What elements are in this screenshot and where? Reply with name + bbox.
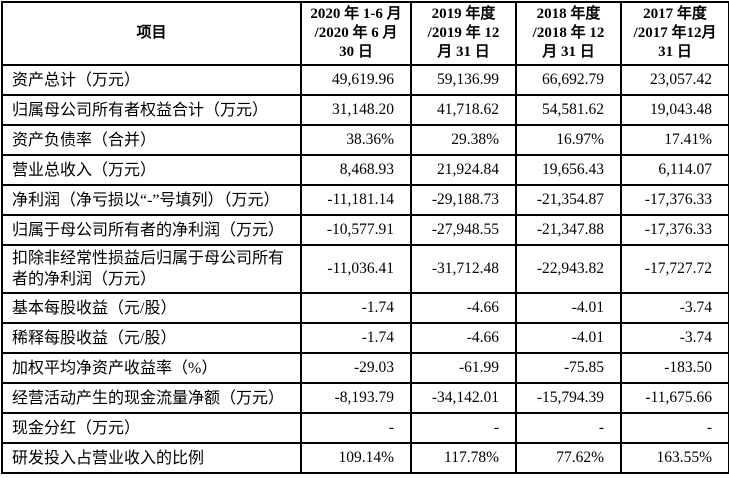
row-item-label: 资产总计（万元） <box>1 64 302 96</box>
row-value-2018: -75.85 <box>515 352 622 384</box>
row-item-label: 研发投入占营业收入的比例 <box>1 442 302 474</box>
row-value-2018: -4.01 <box>515 292 622 324</box>
row-value-2017: 23,057.42 <box>620 64 729 96</box>
table-row-net-profit-parent: 归属于母公司所有者的净利润（万元） -10,577.91 -27,948.55 … <box>1 214 729 246</box>
row-item-label: 归属于母公司所有者的净利润（万元） <box>1 214 302 246</box>
row-value-2019: 117.78% <box>410 442 517 474</box>
row-value-2019: 59,136.99 <box>410 64 517 96</box>
row-value-2020: - <box>300 412 412 444</box>
table-row-total-revenue: 营业总收入（万元） 8,468.93 21,924.84 19,656.43 6… <box>1 154 729 186</box>
row-value-2018: 66,692.79 <box>515 64 622 96</box>
row-value-2017: 19,043.48 <box>620 94 729 126</box>
row-value-2018: 19,656.43 <box>515 154 622 186</box>
row-value-2017: -11,675.66 <box>620 382 729 414</box>
row-item-label: 资产负债率（合并） <box>1 124 302 156</box>
table-row-rd-to-revenue-ratio: 研发投入占营业收入的比例 109.14% 117.78% 77.62% 163.… <box>1 442 729 474</box>
row-value-2017: -17,376.33 <box>620 184 729 216</box>
row-value-2020: -11,036.41 <box>300 244 412 294</box>
row-value-2018: -4.01 <box>515 322 622 354</box>
row-value-2018: -21,347.88 <box>515 214 622 246</box>
row-value-2019: 41,718.62 <box>410 94 517 126</box>
row-value-2017: - <box>620 412 729 444</box>
table-row-parent-equity: 归属母公司所有者权益合计（万元） 31,148.20 41,718.62 54,… <box>1 94 729 126</box>
row-value-2020: 109.14% <box>300 442 412 474</box>
row-item-label: 基本每股收益（元/股） <box>1 292 302 324</box>
row-item-label: 稀释每股收益（元/股） <box>1 322 302 354</box>
row-value-2020: -1.74 <box>300 322 412 354</box>
row-value-2020: -11,181.14 <box>300 184 412 216</box>
table-row-net-profit-excl-nonrecurring: 扣除非经常性损益后归属于母公司所有者的净利润（万元） -11,036.41 -3… <box>1 244 729 294</box>
table-row-total-assets: 资产总计（万元） 49,619.96 59,136.99 66,692.79 2… <box>1 64 729 96</box>
row-item-label: 净利润（净亏损以“-”号填列）（万元） <box>1 184 302 216</box>
row-value-2018: -21,354.87 <box>515 184 622 216</box>
row-value-2018: -15,794.39 <box>515 382 622 414</box>
column-header-period-2019: 2019 年度 /2019 年 12 月 31 日 <box>410 1 517 66</box>
row-value-2020: 38.36% <box>300 124 412 156</box>
row-value-2020: -10,577.91 <box>300 214 412 246</box>
table-row-diluted-eps: 稀释每股收益（元/股） -1.74 -4.66 -4.01 -3.74 <box>1 322 729 354</box>
row-value-2017: -3.74 <box>620 292 729 324</box>
table-row-basic-eps: 基本每股收益（元/股） -1.74 -4.66 -4.01 -3.74 <box>1 292 729 324</box>
row-value-2018: 16.97% <box>515 124 622 156</box>
row-value-2019: -29,188.73 <box>410 184 517 216</box>
column-header-item: 项目 <box>1 1 302 66</box>
table-row-net-profit: 净利润（净亏损以“-”号填列）（万元） -11,181.14 -29,188.7… <box>1 184 729 216</box>
row-item-label: 加权平均净资产收益率（%） <box>1 352 302 384</box>
row-value-2019: -31,712.48 <box>410 244 517 294</box>
row-item-label: 扣除非经常性损益后归属于母公司所有者的净利润（万元） <box>1 244 302 294</box>
row-value-2018: 77.62% <box>515 442 622 474</box>
row-value-2020: -1.74 <box>300 292 412 324</box>
row-value-2017: -3.74 <box>620 322 729 354</box>
row-item-label: 营业总收入（万元） <box>1 154 302 186</box>
column-header-period-2018: 2018 年度 /2018 年 12 月 31 日 <box>515 1 622 66</box>
row-value-2018: -22,943.82 <box>515 244 622 294</box>
column-header-period-2020: 2020 年 1-6 月 /2020 年 6 月 30 日 <box>300 1 412 66</box>
row-item-label: 归属母公司所有者权益合计（万元） <box>1 94 302 126</box>
column-header-period-2017: 2017 年度 /2017 年12月 31 日 <box>620 1 729 66</box>
row-value-2018: - <box>515 412 622 444</box>
row-value-2019: -61.99 <box>410 352 517 384</box>
row-value-2019: -4.66 <box>410 292 517 324</box>
row-value-2019: 29.38% <box>410 124 517 156</box>
row-value-2017: 17.41% <box>620 124 729 156</box>
table-row-weighted-avg-roe: 加权平均净资产收益率（%） -29.03 -61.99 -75.85 -183.… <box>1 352 729 384</box>
row-item-label: 现金分红（万元） <box>1 412 302 444</box>
row-value-2019: -34,142.01 <box>410 382 517 414</box>
row-value-2019: - <box>410 412 517 444</box>
row-value-2020: 31,148.20 <box>300 94 412 126</box>
table-row-cash-dividend: 现金分红（万元） - - - - <box>1 412 729 444</box>
financial-summary-table: 项目 2020 年 1-6 月 /2020 年 6 月 30 日 2019 年度… <box>1 1 729 474</box>
row-value-2020: 8,468.93 <box>300 154 412 186</box>
row-item-label: 经营活动产生的现金流量净额（万元） <box>1 382 302 414</box>
row-value-2017: 6,114.07 <box>620 154 729 186</box>
row-value-2017: -17,727.72 <box>620 244 729 294</box>
row-value-2020: -29.03 <box>300 352 412 384</box>
row-value-2018: 54,581.62 <box>515 94 622 126</box>
row-value-2020: -8,193.79 <box>300 382 412 414</box>
row-value-2019: -27,948.55 <box>410 214 517 246</box>
row-value-2017: -183.50 <box>620 352 729 384</box>
row-value-2017: 163.55% <box>620 442 729 474</box>
row-value-2017: -17,376.33 <box>620 214 729 246</box>
row-value-2020: 49,619.96 <box>300 64 412 96</box>
table-row-operating-cash-flow: 经营活动产生的现金流量净额（万元） -8,193.79 -34,142.01 -… <box>1 382 729 414</box>
row-value-2019: -4.66 <box>410 322 517 354</box>
header-row: 项目 2020 年 1-6 月 /2020 年 6 月 30 日 2019 年度… <box>1 1 729 66</box>
row-value-2019: 21,924.84 <box>410 154 517 186</box>
table-row-debt-ratio: 资产负债率（合并） 38.36% 29.38% 16.97% 17.41% <box>1 124 729 156</box>
